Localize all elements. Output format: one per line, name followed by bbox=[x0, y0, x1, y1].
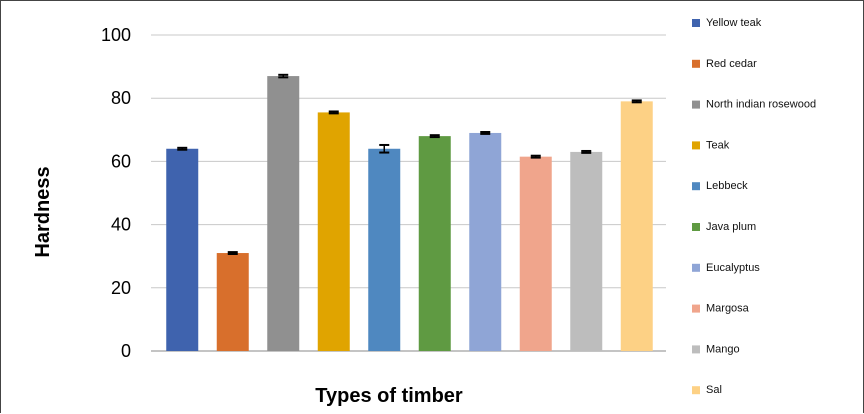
y-tick-label: 20 bbox=[111, 278, 131, 298]
y-tick-label: 40 bbox=[111, 215, 131, 235]
bar bbox=[570, 151, 603, 351]
y-tick-label: 100 bbox=[101, 25, 131, 45]
y-tick-labels: 0 20 40 60 80 100 bbox=[101, 25, 131, 361]
legend-swatch bbox=[692, 386, 700, 395]
legend-swatch bbox=[692, 304, 700, 313]
legend-label: Lebbeck bbox=[706, 180, 748, 192]
legend-swatch bbox=[692, 141, 700, 150]
bars bbox=[166, 76, 653, 351]
error-bars bbox=[177, 73, 642, 255]
legend-swatch bbox=[692, 59, 700, 68]
legend-swatch bbox=[692, 223, 700, 231]
legend-label: Eucalyptus bbox=[706, 262, 760, 274]
bar bbox=[317, 112, 350, 351]
bar bbox=[469, 132, 502, 351]
legend-swatch bbox=[692, 182, 700, 191]
legend-swatch bbox=[692, 100, 700, 109]
y-tick-label: 0 bbox=[121, 341, 131, 361]
bar bbox=[620, 101, 653, 351]
legend-label: Red cedar bbox=[706, 58, 757, 70]
y-axis-label: Hardness bbox=[32, 166, 54, 257]
legend-swatch bbox=[692, 263, 700, 272]
legend-swatch bbox=[692, 345, 700, 354]
legend-label: North indian rosewood bbox=[706, 99, 816, 111]
y-tick-label: 60 bbox=[111, 151, 131, 171]
bar bbox=[166, 148, 199, 351]
legend-label: Margosa bbox=[706, 303, 750, 315]
legend-label: Mango bbox=[706, 343, 740, 355]
bar bbox=[368, 148, 401, 351]
legend: Yellow teak Red cedar North indian rosewoo… bbox=[692, 17, 816, 396]
legend-label: Yellow teak bbox=[706, 17, 762, 29]
bar bbox=[418, 136, 451, 351]
y-tick-label: 80 bbox=[111, 88, 131, 108]
x-axis-label: Types of timber bbox=[315, 385, 463, 407]
legend-label: Teak bbox=[706, 139, 730, 151]
legend-label: Java plum bbox=[706, 221, 756, 233]
bar bbox=[519, 156, 552, 351]
bar bbox=[267, 76, 300, 351]
legend-swatch bbox=[692, 19, 700, 27]
legend-label: Sal bbox=[706, 384, 722, 396]
bar bbox=[216, 253, 249, 351]
